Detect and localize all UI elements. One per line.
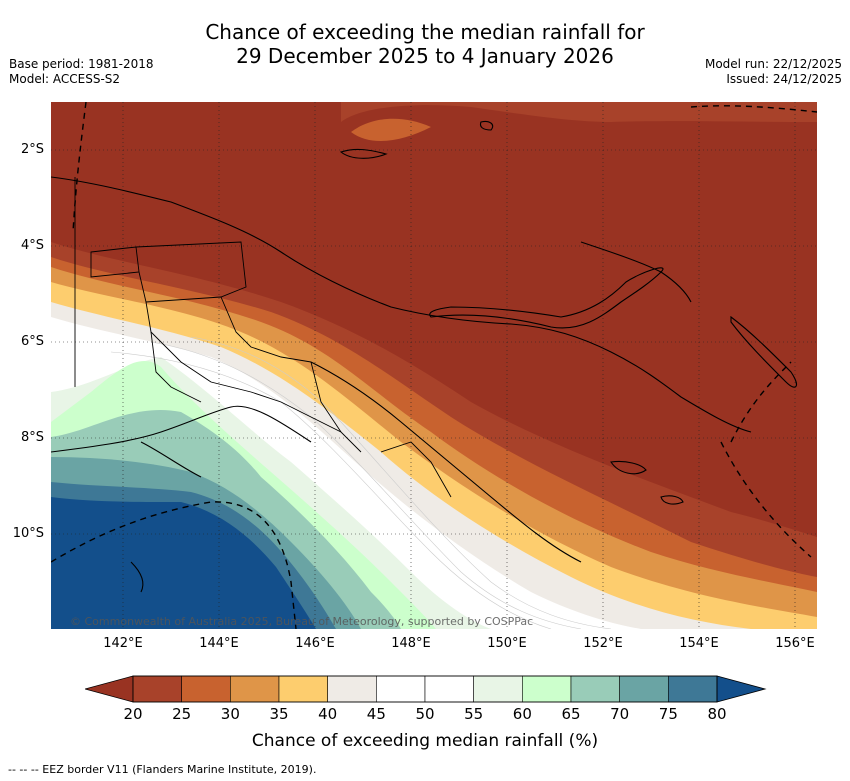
model-name: Model: ACCESS-S2: [9, 72, 121, 86]
colorbar-cell: [570, 675, 620, 703]
lat-label: 10°S: [12, 526, 44, 541]
admin-borders: [74, 177, 452, 498]
eez-borders: [51, 102, 817, 629]
colorbar-cell: [619, 675, 669, 703]
zone-80-plus: [51, 497, 316, 629]
lon-label: 146°E: [295, 636, 335, 651]
lon-label: 148°E: [391, 636, 431, 651]
colorbar-tick: 70: [610, 705, 630, 723]
colorbar-cell: [668, 675, 718, 703]
rainfall-map: [51, 102, 817, 629]
colorbar-tick: 20: [123, 705, 143, 723]
model-run: Model run: 22/12/2025: [704, 57, 842, 71]
colorbar-arrow-low: [85, 675, 134, 703]
colorbar-cell: [132, 675, 182, 703]
lon-label: 154°E: [679, 636, 719, 651]
colorbar-cell: [230, 675, 280, 703]
colorbar: [85, 675, 767, 703]
colorbar-tick: 40: [318, 705, 338, 723]
colorbar-tick: 50: [415, 705, 435, 723]
colorbar-tick: 45: [366, 705, 386, 723]
lat-label: 4°S: [20, 238, 44, 253]
colorbar-cell: [376, 675, 426, 703]
copyright-credit: © Commonwealth of Australia 2025, Bureau…: [70, 615, 534, 628]
colorbar-cell: [473, 675, 523, 703]
eez-legend: -- -- -- EEZ border V11 (Flanders Marine…: [8, 763, 317, 776]
zone-30-north: [351, 118, 431, 142]
lat-label: 8°S: [20, 430, 44, 445]
colorbar-tick: 80: [707, 705, 727, 723]
base-period: Base period: 1981-2018: [9, 57, 154, 71]
lon-label: 144°E: [199, 636, 239, 651]
colorbar-cell: [424, 675, 474, 703]
colorbar-cell: [278, 675, 328, 703]
colorbar-tick: 60: [512, 705, 532, 723]
lon-label: 152°E: [583, 636, 623, 651]
colorbar-tick: 55: [464, 705, 484, 723]
chart-title: Chance of exceeding the median rainfall …: [0, 20, 850, 68]
map-svg: [51, 102, 817, 629]
contour-lines: [110, 336, 612, 629]
title-line-2: 29 December 2025 to 4 January 2026: [236, 44, 614, 68]
colorbar-arrow-high: [716, 675, 767, 703]
colorbar-cell: [327, 675, 377, 703]
colorbar-tick: 25: [172, 705, 192, 723]
colorbar-tick: 30: [220, 705, 240, 723]
lon-label: 156°E: [775, 636, 815, 651]
lon-label: 142°E: [103, 636, 143, 651]
colorbar-cell: [522, 675, 572, 703]
colorbar-tick: 35: [269, 705, 289, 723]
coastlines: [51, 120, 797, 593]
issued-date: Issued: 24/12/2025: [726, 72, 842, 86]
lat-label: 6°S: [20, 334, 44, 349]
colorbar-cell: [181, 675, 231, 703]
meta-right: Model run: 22/12/2025 Issued: 24/12/2025: [705, 57, 842, 87]
title-line-1: Chance of exceeding the median rainfall …: [205, 20, 645, 44]
meta-left: Base period: 1981-2018 Model: ACCESS-S2: [9, 57, 154, 87]
lat-label: 2°S: [20, 142, 44, 157]
zone-25-north: [341, 102, 817, 122]
lon-label: 150°E: [487, 636, 527, 651]
colorbar-tick: 75: [658, 705, 678, 723]
colorbar-title: Chance of exceeding median rainfall (%): [251, 731, 599, 751]
colorbar-tick: 65: [561, 705, 581, 723]
